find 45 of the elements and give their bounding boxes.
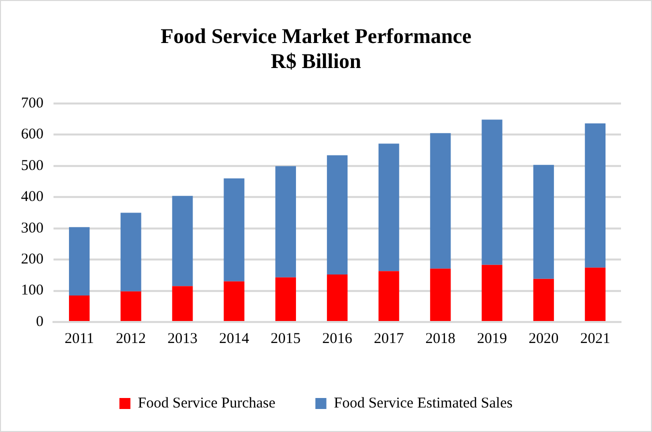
y-tick-label: 600 (21, 126, 44, 143)
x-tick-label: 2013 (167, 330, 198, 347)
bar (120, 291, 142, 321)
bar (172, 196, 193, 286)
y-tick-label: 100 (21, 282, 44, 299)
text: Food Service Market Performance (160, 24, 472, 48)
x-tick-label: 2011 (64, 330, 94, 347)
legend-label: Food Service Estimated Sales (334, 395, 513, 412)
y-tick-label: 200 (21, 251, 44, 268)
x-tick-label: 2018 (425, 330, 456, 347)
bar (68, 295, 90, 321)
x-tick-label: 2014 (219, 330, 250, 347)
y-tick-label: 400 (21, 189, 44, 206)
x-tick-label: 2020 (528, 330, 559, 347)
x-tick-label: 2017 (374, 330, 404, 347)
y-tick-label: 0 (36, 314, 44, 330)
bar (482, 120, 502, 265)
x-tick-label: 2012 (116, 330, 146, 347)
bar (430, 133, 451, 269)
bar (275, 166, 296, 278)
bar (533, 164, 554, 279)
bar (482, 264, 502, 321)
y-tick-label: 700 (21, 95, 44, 112)
x-tick-label: 2019 (477, 330, 508, 347)
bar (378, 144, 400, 272)
text: R$ Billion (270, 49, 362, 74)
bar (584, 268, 606, 321)
bar (172, 286, 193, 321)
x-tick-label: 2015 (270, 330, 301, 347)
legend-label: Food Service Purchase (138, 395, 276, 412)
x-tick-label: 2016 (322, 330, 353, 347)
bar (533, 278, 554, 321)
bar (120, 212, 142, 292)
bar (430, 268, 451, 321)
bar (584, 123, 606, 268)
bar (378, 271, 400, 321)
bar (275, 277, 296, 321)
y-tick-label: 300 (21, 220, 44, 236)
bar (68, 227, 90, 296)
bar (326, 274, 348, 321)
bar (224, 281, 244, 321)
bar (224, 178, 244, 282)
bar (326, 155, 348, 275)
x-tick-label: 2021 (580, 330, 610, 347)
y-tick-label: 500 (21, 158, 44, 174)
